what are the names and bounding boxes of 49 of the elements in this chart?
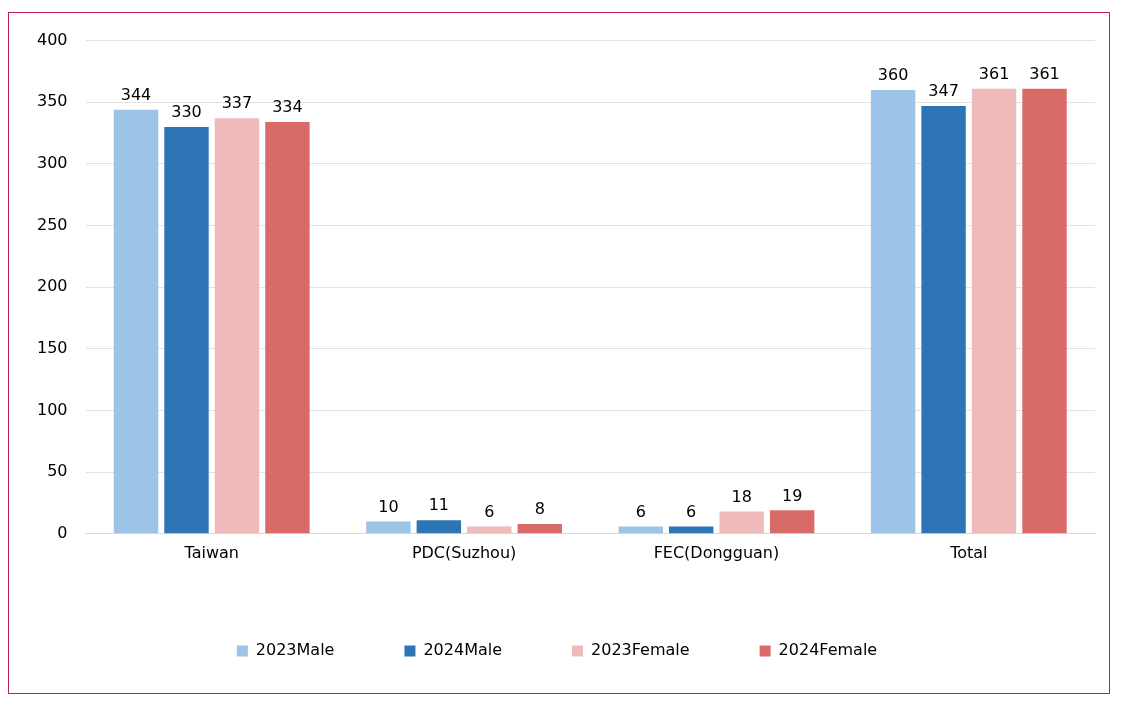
- bar: [618, 526, 663, 534]
- bar: [769, 510, 815, 534]
- y-tick-label: 50: [47, 461, 68, 481]
- bar: [719, 511, 764, 534]
- y-tick-label: 100: [36, 399, 68, 419]
- x-tick-label: PDC(Suzhou): [411, 542, 517, 562]
- bar: [517, 523, 563, 534]
- legend-label: 2024Female: [778, 640, 878, 660]
- y-tick-label: 200: [36, 276, 68, 296]
- bar: [1022, 88, 1067, 534]
- data-label: 337: [221, 93, 253, 113]
- bar: [366, 521, 411, 534]
- data-label: 360: [877, 65, 909, 85]
- y-tick-label: 250: [36, 214, 68, 234]
- data-label: 330: [171, 102, 202, 122]
- bar: [870, 89, 916, 534]
- data-label: 18: [731, 486, 752, 506]
- data-label: 6: [686, 501, 697, 521]
- x-tick-label: FEC(Dongguan): [653, 542, 780, 562]
- y-tick-label: 350: [36, 91, 68, 111]
- bar: [467, 526, 512, 534]
- data-label: 347: [928, 81, 959, 101]
- y-tick-label: 400: [36, 29, 68, 49]
- legend-label: 2023Female: [591, 640, 690, 660]
- y-tick-label: 0: [57, 522, 68, 542]
- data-label: 6: [484, 501, 495, 521]
- data-label: 361: [978, 63, 1010, 83]
- data-label: 10: [378, 496, 399, 516]
- bar: [214, 118, 260, 534]
- bar: [164, 126, 209, 534]
- bar: [669, 526, 714, 534]
- bar: [113, 109, 159, 534]
- data-label: 344: [120, 84, 152, 104]
- data-label: 19: [781, 485, 803, 505]
- bar: [921, 105, 966, 534]
- data-label: 8: [534, 499, 545, 519]
- bar: [416, 520, 462, 534]
- data-label: 6: [635, 501, 646, 521]
- legend-label: 2024Male: [423, 640, 503, 660]
- y-tick-label: 300: [36, 153, 68, 173]
- bar: [265, 121, 310, 534]
- data-label: 361: [1029, 63, 1060, 83]
- x-tick-label: Taiwan: [183, 542, 239, 562]
- legend-label: 2023Male: [255, 640, 335, 660]
- bar: [971, 88, 1017, 534]
- y-tick-label: 150: [36, 338, 68, 358]
- data-label: 334: [272, 97, 303, 117]
- x-tick-label: Total: [949, 542, 988, 562]
- data-label: 11: [428, 495, 450, 515]
